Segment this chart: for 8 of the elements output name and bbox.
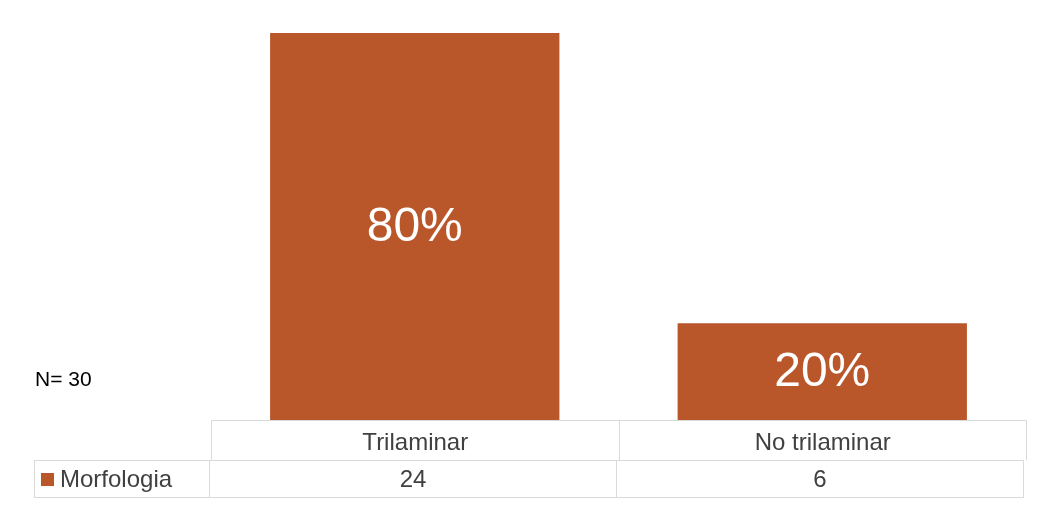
annotation: 80%: [366, 197, 463, 251]
text: N= 30: [35, 367, 92, 391]
legend-label: Morfologia: [34, 460, 210, 498]
annotation: 20%: [774, 342, 871, 396]
data-label: 6: [616, 460, 1024, 498]
x-tick-label: Trilaminar: [362, 427, 469, 455]
x-tick-label: No trilaminar: [754, 427, 891, 455]
data-label: 24: [209, 460, 617, 498]
